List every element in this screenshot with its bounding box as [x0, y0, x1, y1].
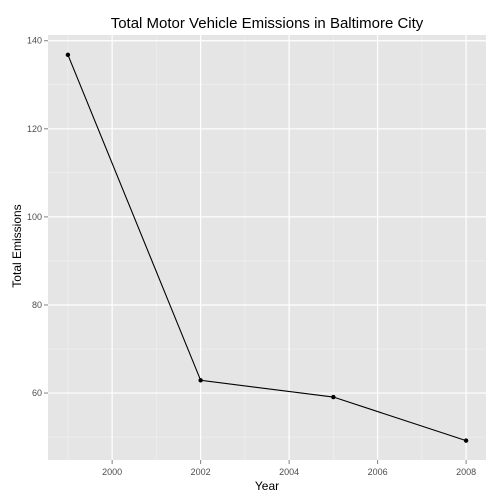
y-tick-label: 100 — [27, 212, 42, 222]
x-tick-label: 2002 — [191, 467, 211, 477]
x-tick-label: 2004 — [279, 467, 299, 477]
y-tick-label: 80 — [32, 300, 42, 310]
y-axis-title: Total Emissions — [10, 204, 24, 287]
x-tick-label: 2008 — [456, 467, 476, 477]
x-tick-label: 2006 — [368, 467, 388, 477]
x-tick-label: 2000 — [102, 467, 122, 477]
data-point — [198, 378, 202, 382]
data-point — [66, 53, 70, 57]
y-tick-label: 60 — [32, 388, 42, 398]
plot-panel — [48, 35, 486, 460]
chart-title: Total Motor Vehicle Emissions in Baltimo… — [111, 15, 424, 32]
data-point — [331, 395, 335, 399]
y-tick-label: 140 — [27, 36, 42, 46]
data-point — [464, 438, 468, 442]
x-axis-title: Year — [255, 479, 279, 493]
y-tick-label: 120 — [27, 124, 42, 134]
panel-background — [48, 35, 486, 460]
